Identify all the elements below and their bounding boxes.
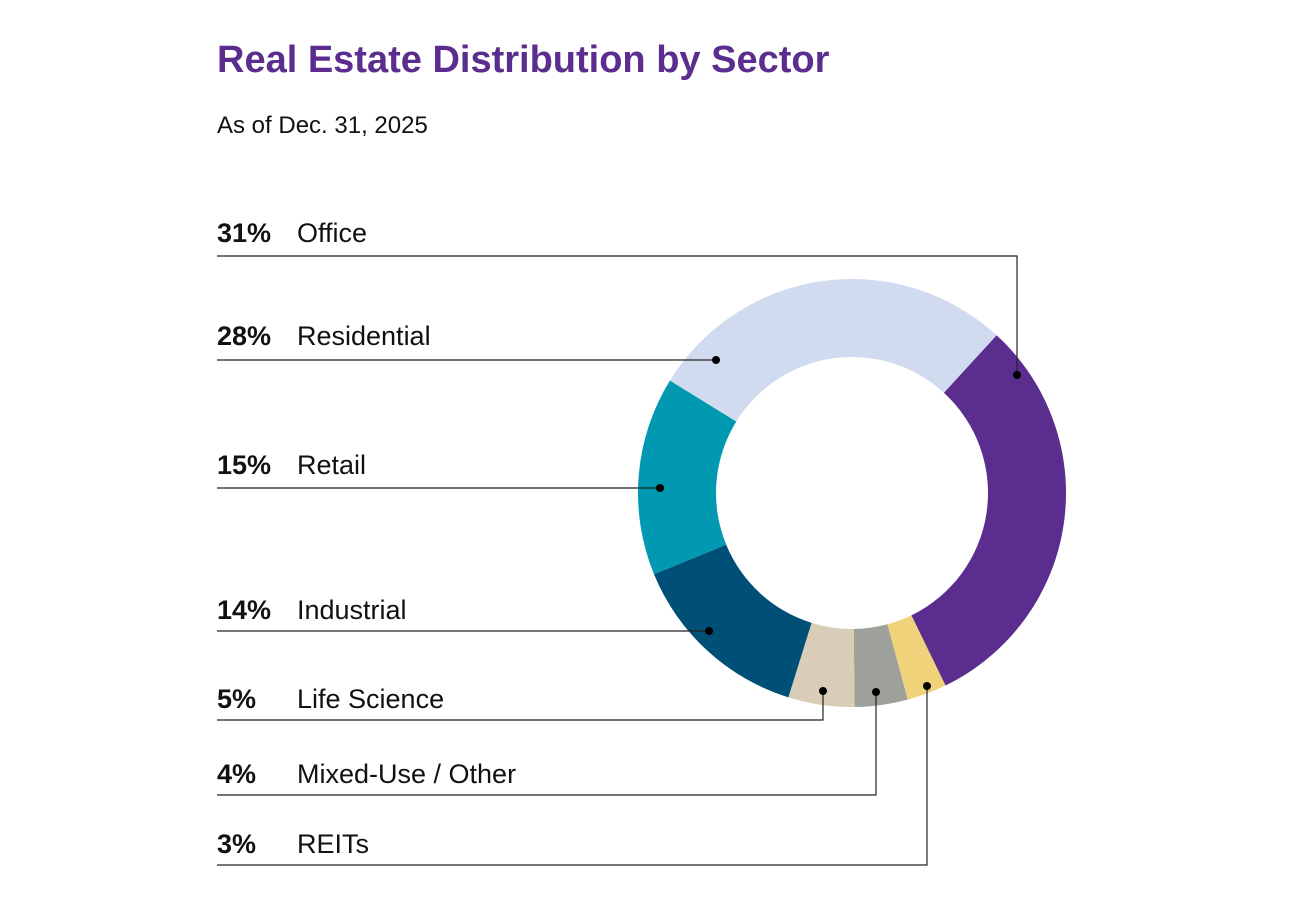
sector-label: Retail [297, 450, 366, 480]
pct-label: 31% [217, 218, 271, 248]
pct-label: 28% [217, 321, 271, 351]
leader-dot [705, 627, 713, 635]
sector-label: Residential [297, 321, 431, 351]
slice-mixed-use-other [853, 624, 908, 707]
leader-line [217, 692, 877, 796]
leader-line [217, 255, 1018, 375]
label-reits: 3% REITs [217, 682, 931, 866]
label-office: 31% Office [217, 218, 1021, 379]
slice-reits [887, 615, 946, 700]
sector-label: REITs [297, 829, 369, 859]
leader-dot [1013, 371, 1021, 379]
slice-retail [638, 380, 737, 575]
label-mixed-use-other: 4% Mixed-Use / Other [217, 688, 880, 796]
pct-label: 14% [217, 595, 271, 625]
leader-line [217, 691, 824, 721]
chart-subtitle: As of Dec. 31, 2025 [217, 112, 428, 139]
slice-office [911, 335, 1066, 686]
pct-label: 3% [217, 829, 256, 859]
leader-dot [819, 687, 827, 695]
leader-dot [872, 688, 880, 696]
sector-label: Office [297, 218, 367, 248]
sector-label: Mixed-Use / Other [297, 759, 516, 789]
sector-label: Industrial [297, 595, 407, 625]
pct-label: 15% [217, 450, 271, 480]
pct-label: 4% [217, 759, 256, 789]
label-residential: 28% Residential [217, 321, 720, 364]
leader-line [217, 686, 928, 866]
label-retail: 15% Retail [217, 450, 664, 492]
slice-industrial [654, 544, 812, 698]
pct-label: 5% [217, 684, 256, 714]
label-life-science: 5% Life Science [217, 684, 827, 721]
label-industrial: 14% Industrial [217, 595, 713, 635]
leader-dot [923, 682, 931, 690]
leader-dot [712, 356, 720, 364]
chart-title: Real Estate Distribution by Sector [217, 39, 830, 81]
slice-residential [669, 279, 997, 422]
slice-life-science [788, 622, 855, 707]
leader-dot [656, 484, 664, 492]
sector-label: Life Science [297, 684, 444, 714]
